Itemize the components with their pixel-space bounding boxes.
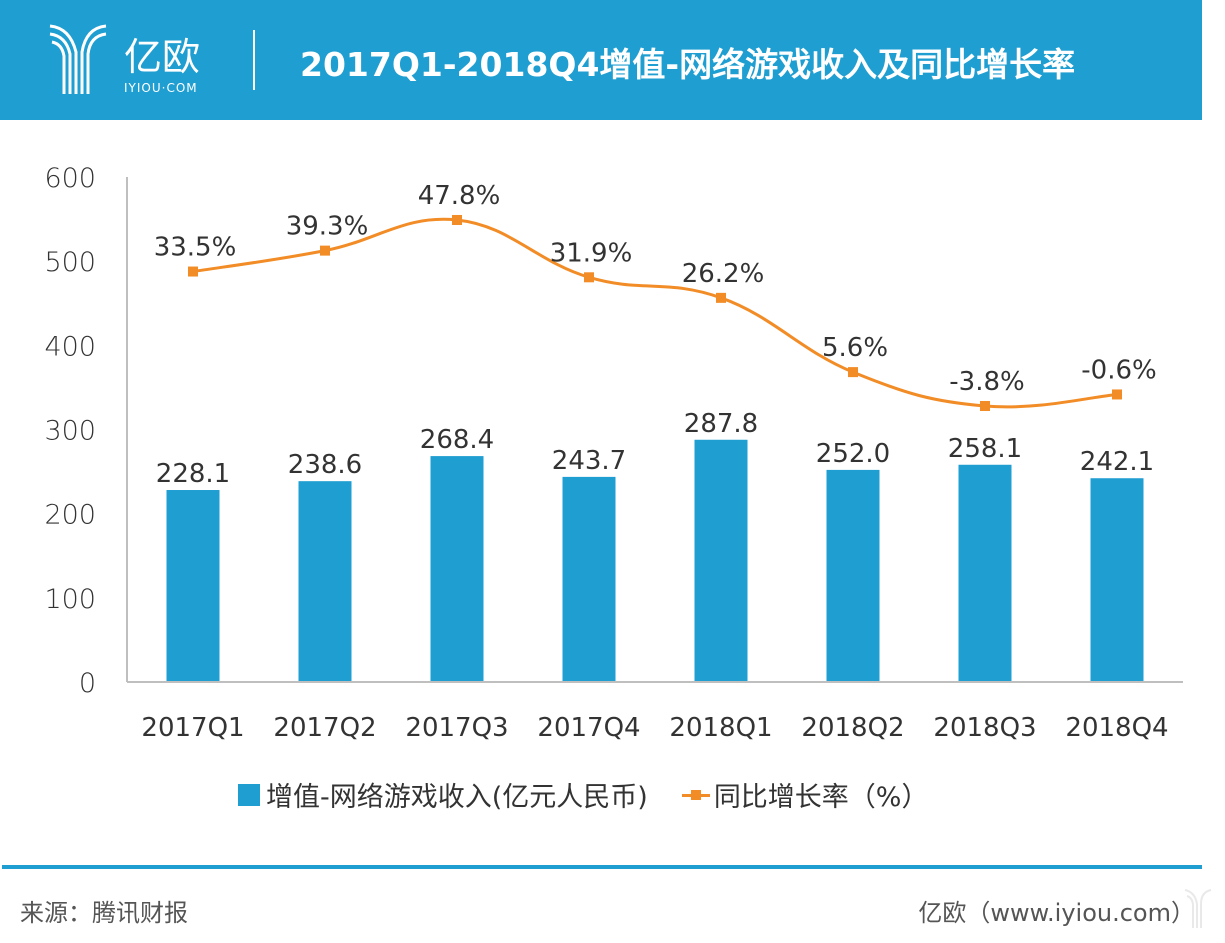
y-tick-label: 100 xyxy=(44,584,96,615)
y-tick-label: 200 xyxy=(44,500,96,531)
bar-data-label: 287.8 xyxy=(684,409,758,439)
bar-data-label: 252.0 xyxy=(816,439,890,469)
line-data-label: 39.3% xyxy=(286,212,369,242)
line-marker xyxy=(452,214,462,225)
x-tick-label: 2018Q4 xyxy=(1065,713,1168,743)
y-tick-label: 400 xyxy=(44,331,96,362)
bar-data-label: 242.1 xyxy=(1080,447,1154,477)
legend-line-swatch xyxy=(681,784,710,806)
logo-subtext: IYIOU·COM xyxy=(124,81,198,95)
header-divider xyxy=(253,30,255,90)
line-data-label: -0.6% xyxy=(1081,355,1156,385)
x-tick-label: 2018Q2 xyxy=(801,713,904,743)
line-data-label: 47.8% xyxy=(418,181,501,211)
y-tick-label: 300 xyxy=(44,416,96,447)
bar xyxy=(694,439,748,682)
logo-text: 亿欧 xyxy=(124,35,200,79)
bar xyxy=(562,476,616,682)
bar xyxy=(430,456,484,682)
bar-data-label: 258.1 xyxy=(948,434,1022,464)
line-data-label: 5.6% xyxy=(822,333,888,363)
line-data-label: 31.9% xyxy=(550,238,633,268)
bar-data-label: 243.7 xyxy=(552,446,626,476)
line-marker xyxy=(320,245,330,256)
y-tick-label: 600 xyxy=(44,163,96,194)
line-marker xyxy=(1112,389,1122,400)
x-tick-label: 2017Q3 xyxy=(405,713,508,743)
line-marker xyxy=(188,266,198,277)
x-axis-ticks: 2017Q1 2017Q2 2017Q3 2017Q4 2018Q1 2018Q2 2018… xyxy=(141,713,1168,743)
credit-note: 亿欧（www.iyiou.com） xyxy=(918,899,1195,927)
line-marker xyxy=(980,400,990,411)
growth-data-labels: 33.5% 39.3% 47.8% 31.9% 26.2% 5.6% -3.8% -0.6% xyxy=(154,181,1157,397)
growth-line xyxy=(192,217,1118,409)
line-data-label: 26.2% xyxy=(682,259,765,289)
x-tick-label: 2017Q2 xyxy=(273,713,376,743)
line-marker xyxy=(716,292,726,303)
bar xyxy=(1090,478,1144,682)
x-tick-label: 2017Q1 xyxy=(141,713,244,743)
combo-chart: 0 100 200 300 400 500 600 228.1 238.6 268.4 243.7… xyxy=(44,163,1183,743)
x-tick-label: 2018Q3 xyxy=(933,713,1036,743)
header-banner: 亿欧 IYIOU·COM 2017Q1-2018Q4增值-网络游戏收入及同比增长… xyxy=(0,0,1202,120)
bar-series xyxy=(166,439,1144,682)
legend-line-label: 同比增长率（%） xyxy=(713,782,929,813)
iyiou-logo: 亿欧 IYIOU·COM xyxy=(49,24,200,95)
legend: 增值-网络游戏收入(亿元人民币) 同比增长率（%） xyxy=(238,775,928,814)
growth-markers xyxy=(188,214,1122,411)
bar xyxy=(166,490,220,682)
x-tick-label: 2018Q1 xyxy=(669,713,772,743)
source-note: 来源：腾讯财报 xyxy=(20,899,188,927)
bar-data-label: 238.6 xyxy=(288,450,362,480)
y-tick-label: 0 xyxy=(79,668,96,699)
line-data-label: -3.8% xyxy=(949,367,1024,397)
watermark-logo xyxy=(1184,889,1212,928)
bar xyxy=(826,469,880,682)
bar-data-labels: 228.1 238.6 268.4 243.7 287.8 252.0 258.1 242.1 xyxy=(156,409,1154,489)
y-tick-label: 500 xyxy=(44,247,96,278)
line-marker xyxy=(584,272,594,283)
bar xyxy=(298,481,352,682)
x-tick-label: 2017Q4 xyxy=(537,713,640,743)
bar xyxy=(958,464,1012,682)
bar-data-label: 268.4 xyxy=(420,425,494,455)
legend-bar-label: 增值-网络游戏收入(亿元人民币) xyxy=(266,782,648,813)
footer-rule xyxy=(2,865,1202,869)
line-marker xyxy=(848,367,858,378)
y-axis-ticks: 0 100 200 300 400 500 600 xyxy=(44,163,96,699)
line-data-label: 33.5% xyxy=(154,233,237,263)
bar-data-label: 228.1 xyxy=(156,459,230,489)
legend-bar-swatch xyxy=(238,783,260,806)
chart-title: 2017Q1-2018Q4增值-网络游戏收入及同比增长率 xyxy=(300,45,1076,84)
